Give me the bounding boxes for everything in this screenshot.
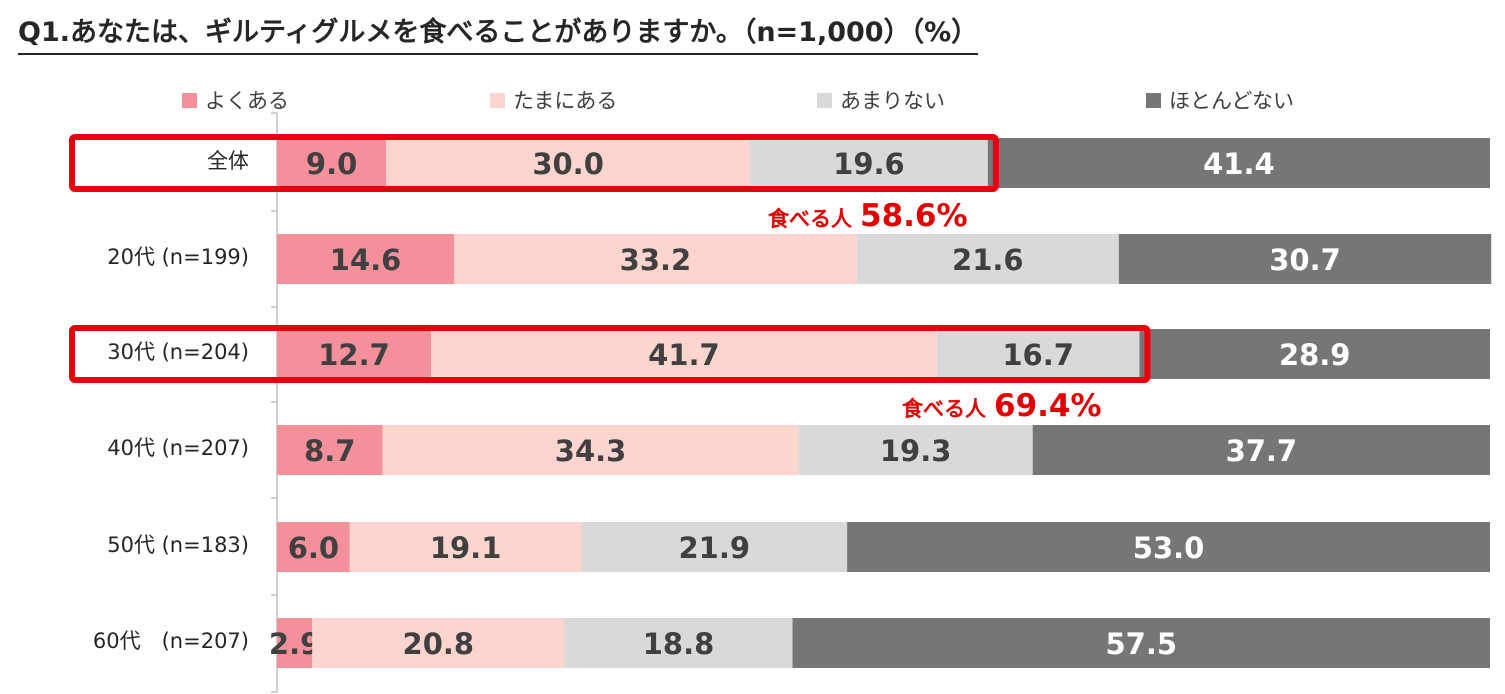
- bar-segment-rarely: [856, 234, 1119, 284]
- data-label-rarely: 16.7: [1002, 338, 1074, 372]
- annotation-prefix: 食べる人: [902, 397, 986, 421]
- category-label: 30代 (n=204): [107, 340, 249, 364]
- annotation-total-eaters: 食べる人 58.6%: [768, 198, 968, 234]
- data-label-hardly: 28.9: [1279, 338, 1351, 372]
- bar-segment-sometimes: [349, 522, 582, 572]
- bar-segment-hardly: [1032, 425, 1490, 475]
- bar-segment-hardly: [1139, 329, 1490, 379]
- annotation-30s-eaters: 食べる人 69.4%: [902, 388, 1102, 424]
- category-label: 50代 (n=183): [107, 533, 249, 557]
- data-label-often: 6.0: [288, 531, 339, 565]
- legend-item-rarely: あまりない: [817, 85, 945, 115]
- data-label-rarely: 21.6: [952, 243, 1024, 277]
- data-label-hardly: 53.0: [1133, 531, 1205, 565]
- legend-item-hardly: ほとんどない: [1146, 85, 1294, 115]
- annotation-value: 58.6%: [860, 198, 968, 234]
- data-label-hardly: 57.5: [1105, 627, 1177, 661]
- bar-segment-rarely: [564, 618, 793, 668]
- annotation-value: 69.4%: [994, 388, 1102, 424]
- category-label: 20代 (n=199): [107, 245, 249, 269]
- category-label: 全体: [207, 149, 249, 173]
- bar-segment-rarely: [798, 425, 1033, 475]
- data-label-often: 8.7: [304, 434, 355, 468]
- category-label: 40代 (n=207): [107, 436, 249, 460]
- data-label-rarely: 18.8: [643, 627, 715, 661]
- data-label-sometimes: 34.3: [555, 434, 627, 468]
- bar-segment-hardly: [987, 138, 1490, 188]
- data-label-rarely: 19.3: [880, 434, 952, 468]
- legend-swatch-sometimes: [490, 92, 505, 108]
- bar-segment-hardly: [1118, 234, 1492, 284]
- bar-segment-rarely: [581, 522, 848, 572]
- category-label: 60代 (n=207): [93, 629, 249, 653]
- bar-segment-often: [277, 522, 350, 572]
- legend-swatch-often: [182, 92, 197, 108]
- annotation-prefix: 食べる人: [768, 207, 852, 231]
- data-label-hardly: 37.7: [1226, 434, 1298, 468]
- data-label-often: 2.9: [269, 627, 320, 661]
- legend-label-hardly: ほとんどない: [1169, 89, 1294, 113]
- legend-swatch-rarely: [817, 92, 832, 108]
- data-label-sometimes: 33.2: [620, 243, 692, 277]
- data-label-often: 12.7: [318, 338, 390, 372]
- legend-label-sometimes: たまにある: [513, 89, 618, 113]
- legend-item-often: よくある: [182, 85, 289, 115]
- data-label-often: 9.0: [306, 147, 357, 181]
- bar-segment-often: [277, 618, 313, 668]
- bar-segment-sometimes: [431, 329, 937, 379]
- bar-segment-often: [277, 234, 455, 284]
- bar-segment-sometimes: [382, 425, 799, 475]
- data-label-rarely: 21.9: [679, 531, 751, 565]
- legend-swatch-hardly: [1146, 92, 1161, 108]
- bar-segment-often: [277, 425, 383, 475]
- bar-segment-often: [277, 138, 387, 188]
- bar-segment-rarely: [750, 138, 988, 188]
- bar-segment-hardly: [847, 522, 1490, 572]
- bar-segment-sometimes: [386, 138, 751, 188]
- bar-segment-rarely: [936, 329, 1140, 379]
- data-label-hardly: 41.4: [1203, 147, 1275, 181]
- highlight-box: [69, 134, 999, 192]
- legend-label-often: よくある: [205, 89, 289, 113]
- legend-item-sometimes: たまにある: [490, 85, 617, 115]
- bar-segment-sometimes: [312, 618, 565, 668]
- bar-segment-hardly: [792, 618, 1490, 668]
- highlight-box: [69, 325, 1151, 383]
- legend-label-rarely: あまりない: [840, 89, 945, 113]
- data-label-hardly: 30.7: [1269, 243, 1341, 277]
- data-label-often: 14.6: [330, 243, 402, 277]
- bar-segment-often: [277, 329, 432, 379]
- data-label-sometimes: 19.1: [430, 531, 502, 565]
- data-label-sometimes: 30.0: [532, 147, 604, 181]
- chart-title: Q1.あなたは、ギルティグルメを食べることがありますか。（n=1,000）（%）: [18, 10, 979, 55]
- data-label-rarely: 19.6: [833, 147, 905, 181]
- bar-segment-sometimes: [454, 234, 857, 284]
- data-label-sometimes: 41.7: [648, 338, 720, 372]
- data-label-sometimes: 20.8: [403, 627, 475, 661]
